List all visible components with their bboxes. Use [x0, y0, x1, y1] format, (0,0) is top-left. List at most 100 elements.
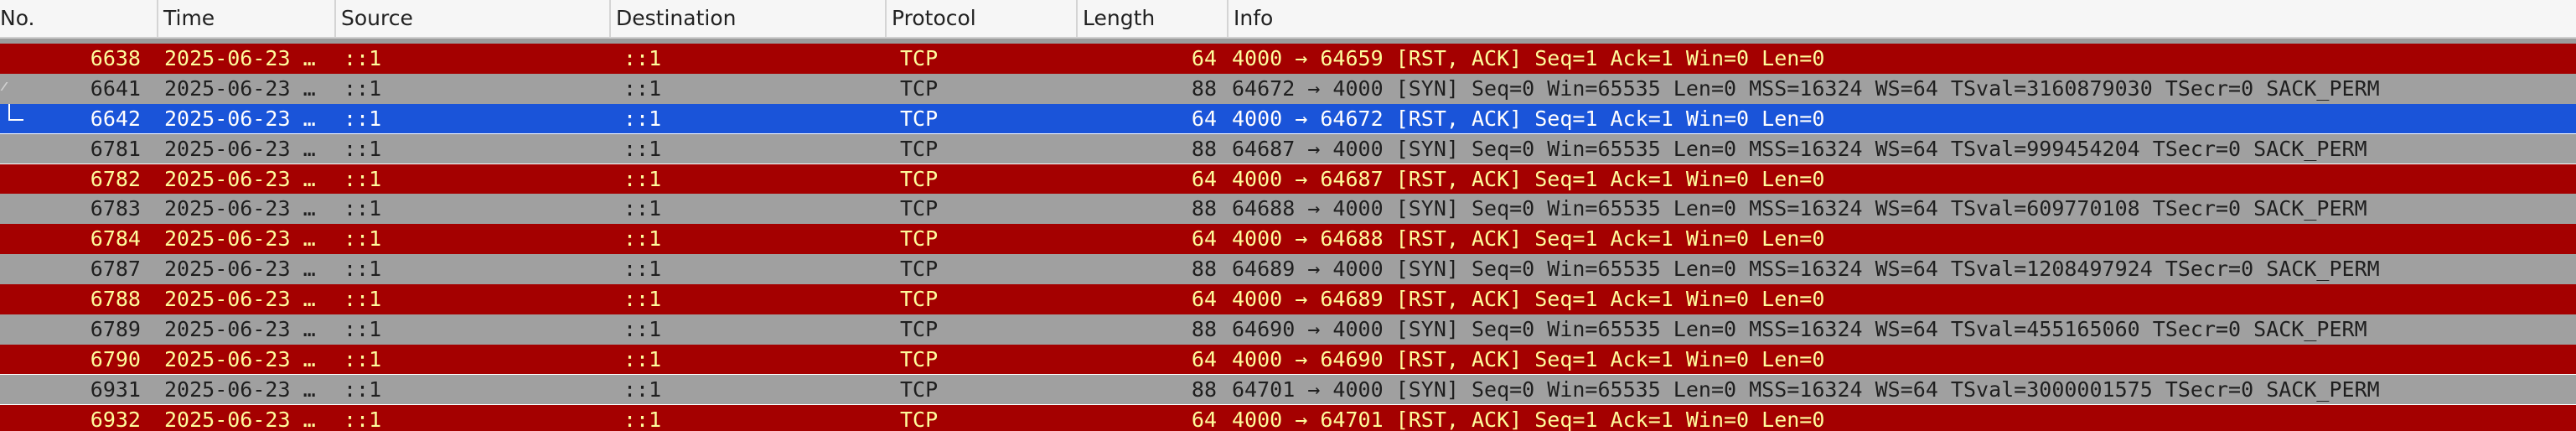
related-packet-marker [0, 44, 44, 74]
column-header-time[interactable]: Time [157, 0, 334, 37]
packet-number: 6932 [90, 407, 141, 431]
column-header-bar: No. Time Source Destination Protocol Len… [0, 0, 2576, 39]
packet-time: 2025-06-23 … [164, 407, 316, 431]
packet-length: 64 [1191, 226, 1217, 252]
packet-info: 64687 → 4000 [SYN] Seq=0 Win=65535 Len=0… [1232, 136, 2367, 161]
related-packet-marker [0, 74, 44, 104]
packet-protocol: TCP [900, 257, 939, 282]
packet-info: 64688 → 4000 [SYN] Seq=0 Win=65535 Len=0… [1232, 196, 2367, 221]
column-header-info[interactable]: Info [1227, 0, 2576, 37]
packet-length: 64 [1191, 287, 1217, 311]
packet-info: 64689 → 4000 [SYN] Seq=0 Win=65535 Len=0… [1232, 257, 2380, 282]
packet-time: 2025-06-23 … [164, 136, 316, 161]
packet-destination: ::1 [623, 376, 662, 402]
packet-protocol: TCP [900, 136, 939, 161]
packet-number: 6790 [90, 346, 141, 371]
packet-row[interactable]: 6788 2025-06-23 …::1::1 TCP 64 4000 → 64689 … [0, 284, 2576, 314]
related-packet-marker [0, 345, 44, 375]
packet-protocol: TCP [900, 407, 939, 431]
packet-protocol: TCP [900, 346, 939, 371]
packet-row[interactable]: 6638 2025-06-23 …::1::1 TCP 64 4000 → 64659 … [0, 44, 2576, 74]
partial-row [0, 39, 2576, 44]
packet-row[interactable]: 6931 2025-06-23 …::1::1 TCP 88 64701 → 4000 … [0, 374, 2576, 405]
packet-destination: ::1 [623, 166, 662, 191]
packet-length: 64 [1191, 346, 1217, 371]
packet-source: ::1 [344, 196, 382, 221]
column-header-protocol[interactable]: Protocol [885, 0, 1076, 37]
packet-number: 6787 [90, 257, 141, 282]
packet-length: 88 [1191, 376, 1217, 402]
packet-row[interactable]: 6641 2025-06-23 …::1::1 TCP 88 64672 → 4000 … [0, 73, 2576, 104]
packet-length: 64 [1191, 106, 1217, 131]
packet-time: 2025-06-23 … [164, 316, 316, 341]
packet-destination: ::1 [623, 136, 662, 161]
packet-info: 4000 → 64701 [RST, ACK] Seq=1 Ack=1 Win=… [1232, 407, 1825, 431]
packet-number: 6788 [90, 287, 141, 311]
related-packet-marker [0, 375, 44, 405]
column-header-no[interactable]: No. [0, 6, 35, 30]
packet-source: ::1 [344, 106, 382, 131]
packet-protocol: TCP [900, 376, 939, 402]
related-packet-marker [0, 164, 44, 195]
packet-length: 88 [1191, 136, 1217, 161]
packet-destination: ::1 [623, 407, 662, 431]
related-packet-marker [0, 194, 44, 224]
packet-time: 2025-06-23 … [164, 75, 316, 101]
conversation-bracket-icon [8, 103, 23, 121]
packet-time: 2025-06-23 … [164, 346, 316, 371]
packet-info: 4000 → 64688 [RST, ACK] Seq=1 Ack=1 Win=… [1232, 226, 1825, 252]
related-packet-marker [0, 284, 44, 314]
packet-number: 6931 [90, 376, 141, 402]
packet-rows: 6638 2025-06-23 …::1::1 TCP 64 4000 → 64659 … [0, 44, 2576, 431]
packet-destination: ::1 [623, 226, 662, 252]
related-tick-icon [0, 81, 20, 91]
packet-info: 4000 → 64672 [RST, ACK] Seq=1 Ack=1 Win=… [1232, 106, 1825, 131]
packet-protocol: TCP [900, 46, 939, 70]
packet-row[interactable]: 6642 2025-06-23 …::1::1 TCP 64 4000 → 64672 … [0, 103, 2576, 134]
packet-number: 6783 [90, 196, 141, 221]
packet-info: 64690 → 4000 [SYN] Seq=0 Win=65535 Len=0… [1232, 316, 2367, 341]
packet-time: 2025-06-23 … [164, 106, 316, 131]
packet-protocol: TCP [900, 287, 939, 311]
packet-row[interactable]: 6783 2025-06-23 …::1::1 TCP 88 64688 → 4000 … [0, 194, 2576, 225]
packet-source: ::1 [344, 226, 382, 252]
column-header-source[interactable]: Source [334, 0, 609, 37]
related-packet-marker [0, 134, 44, 164]
packet-source: ::1 [344, 287, 382, 311]
related-packet-marker [0, 254, 44, 284]
packet-destination: ::1 [623, 287, 662, 311]
column-header-length[interactable]: Length [1076, 0, 1227, 37]
packet-source: ::1 [344, 166, 382, 191]
packet-destination: ::1 [623, 346, 662, 371]
packet-row[interactable]: 6790 2025-06-23 …::1::1 TCP 64 4000 → 64690 … [0, 344, 2576, 375]
packet-info: 4000 → 64689 [RST, ACK] Seq=1 Ack=1 Win=… [1232, 287, 1825, 311]
packet-destination: ::1 [623, 46, 662, 70]
packet-length: 88 [1191, 316, 1217, 341]
related-packet-marker [0, 314, 44, 345]
packet-source: ::1 [344, 257, 382, 282]
packet-info: 4000 → 64659 [RST, ACK] Seq=1 Ack=1 Win=… [1232, 46, 1825, 70]
packet-time: 2025-06-23 … [164, 287, 316, 311]
packet-length: 88 [1191, 196, 1217, 221]
packet-row[interactable]: 6784 2025-06-23 …::1::1 TCP 64 4000 → 64688 … [0, 224, 2576, 254]
packet-destination: ::1 [623, 75, 662, 101]
packet-source: ::1 [344, 346, 382, 371]
packet-length: 88 [1191, 257, 1217, 282]
packet-number: 6784 [90, 226, 141, 252]
packet-protocol: TCP [900, 106, 939, 131]
column-header-destination[interactable]: Destination [609, 0, 885, 37]
packet-row[interactable]: 6781 2025-06-23 …::1::1 TCP 88 64687 → 4000 … [0, 133, 2576, 164]
packet-time: 2025-06-23 … [164, 46, 316, 70]
packet-row[interactable]: 6932 2025-06-23 …::1::1 TCP 64 4000 → 64701 … [0, 404, 2576, 431]
packet-row[interactable]: 6787 2025-06-23 …::1::1 TCP 88 64689 → 4000 … [0, 254, 2576, 284]
packet-number: 6642 [90, 106, 141, 131]
packet-number: 6641 [90, 75, 141, 101]
packet-info: 64701 → 4000 [SYN] Seq=0 Win=65535 Len=0… [1232, 376, 2380, 402]
packet-source: ::1 [344, 316, 382, 341]
packet-info: 4000 → 64690 [RST, ACK] Seq=1 Ack=1 Win=… [1232, 346, 1825, 371]
packet-row[interactable]: 6782 2025-06-23 …::1::1 TCP 64 4000 → 64687 … [0, 164, 2576, 195]
related-packet-marker [0, 405, 44, 431]
packet-row[interactable]: 6789 2025-06-23 …::1::1 TCP 88 64690 → 4000 … [0, 314, 2576, 345]
packet-time: 2025-06-23 … [164, 226, 316, 252]
